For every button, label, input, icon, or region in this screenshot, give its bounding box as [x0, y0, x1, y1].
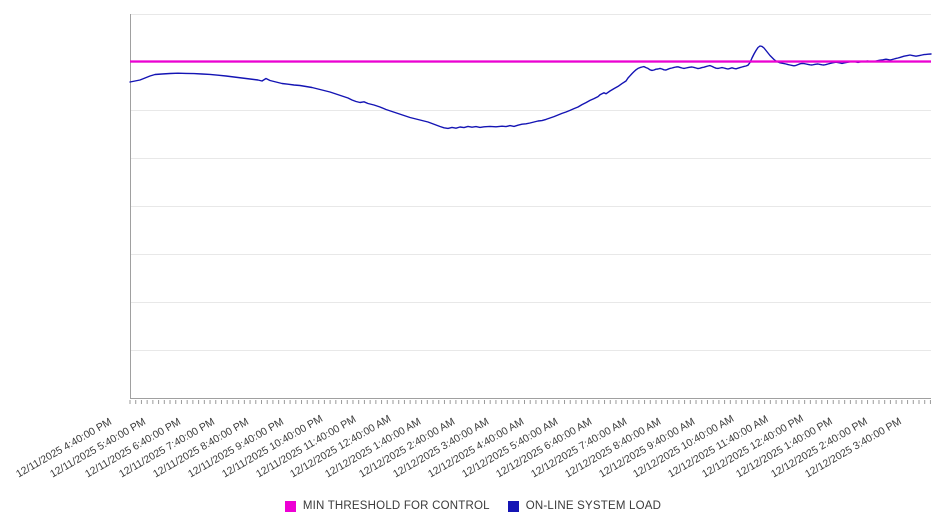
series-line-on-line-system-load [129, 45, 932, 130]
x-axis-labels: 12/11/2025 4:40:00 PM 12/11/2025 5:40:00 … [0, 400, 946, 490]
plot-svg [129, 14, 932, 404]
x-axis-minor-ticks [129, 400, 931, 404]
legend-swatch-blue [507, 500, 519, 512]
chart-legend: MIN THRESHOLD FOR CONTROL ON-LINE SYSTEM… [0, 494, 946, 518]
legend-item-min-threshold-for-control[interactable]: MIN THRESHOLD FOR CONTROL [284, 500, 490, 512]
legend-label-on-line-system-load: ON-LINE SYSTEM LOAD [525, 500, 662, 512]
plot-area [129, 14, 932, 404]
legend-swatch-magenta [284, 500, 296, 512]
legend-item-on-line-system-load[interactable]: ON-LINE SYSTEM LOAD [507, 500, 662, 512]
legend-label-min-threshold-for-control: MIN THRESHOLD FOR CONTROL [302, 500, 490, 512]
